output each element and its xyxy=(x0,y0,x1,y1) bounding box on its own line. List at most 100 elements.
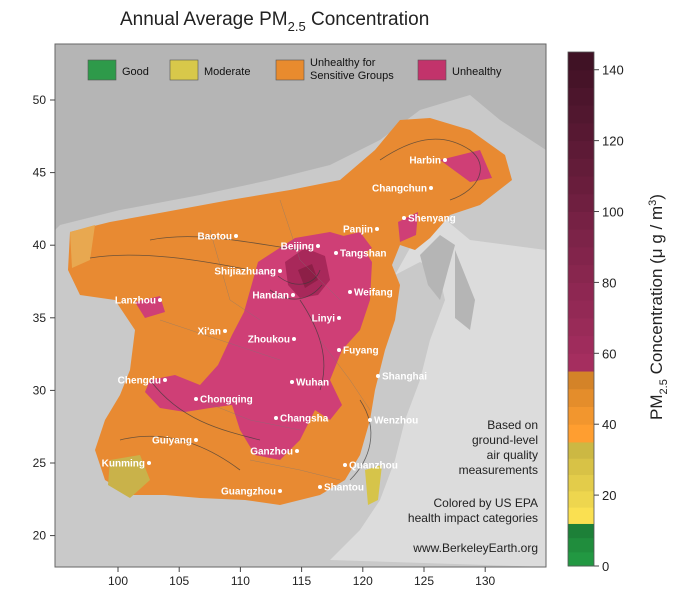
note-colored-by: Colored by US EPA health impact categorie… xyxy=(408,496,538,525)
y-tick-label: 50 xyxy=(33,93,47,107)
legend-label: Unhealthy xyxy=(452,66,502,78)
pm-region-unhealthy-tangshan xyxy=(335,232,372,256)
colorbar-segment xyxy=(568,87,594,106)
city-label: Guangzhou xyxy=(221,487,276,498)
colorbar-tick-label: 40 xyxy=(602,417,616,432)
y-tick-label: 35 xyxy=(33,311,47,325)
x-tick-label: 125 xyxy=(414,574,434,588)
legend-label: Moderate xyxy=(204,66,250,78)
x-tick-label: 100 xyxy=(108,574,128,588)
map-area xyxy=(55,44,546,567)
colorbar-segment xyxy=(568,176,594,195)
colorbar-tick-label: 120 xyxy=(602,134,624,149)
city-label: Shantou xyxy=(324,483,364,494)
colorbar-segment xyxy=(568,371,594,390)
colorbar-segment xyxy=(568,458,594,476)
city-label: Lanzhou xyxy=(115,296,156,307)
colorbar-segment xyxy=(568,282,594,301)
city-label: Chongqing xyxy=(200,395,253,406)
colorbar-segment xyxy=(568,105,594,124)
x-tick-label: 130 xyxy=(475,574,495,588)
x-tick-label: 105 xyxy=(169,574,189,588)
colorbar-segment xyxy=(568,229,594,248)
colorbar-segment xyxy=(568,388,594,407)
colorbar-label: PM2.5 Concentration (μ g / m3) xyxy=(647,194,670,420)
city-label: Shijiazhuang xyxy=(214,267,276,278)
colorbar-segment xyxy=(568,335,594,354)
city-label: Tangshan xyxy=(340,249,386,260)
city-label: Wenzhou xyxy=(374,416,418,427)
city-markers: Harbin Changchun Shenyang Baotou Beijing Panj… xyxy=(102,156,456,498)
colorbar-segment xyxy=(568,507,594,524)
note-source: www.BerkeleyEarth.org xyxy=(412,541,538,555)
city-dot xyxy=(278,489,282,493)
legend-label: Unhealthy for Sensitive Groups xyxy=(310,57,394,82)
x-tick-label: 115 xyxy=(292,574,311,588)
city-label: Xi'an xyxy=(198,327,222,338)
colorbar-segment xyxy=(568,246,594,266)
colorbar xyxy=(567,51,595,567)
city-dot xyxy=(337,348,341,352)
land-region-north xyxy=(55,44,546,230)
city-dot xyxy=(147,461,151,465)
city-label: Shanghai xyxy=(382,372,427,383)
colorbar-segment xyxy=(568,264,594,283)
colorbar-segment xyxy=(568,551,594,567)
colorbar-segment xyxy=(568,406,594,425)
city-dot xyxy=(368,418,372,422)
city-dot xyxy=(223,329,227,333)
note-based-on: Based on ground-level air quality measureme… xyxy=(459,418,538,477)
colorbar-tick-label: 60 xyxy=(602,346,616,361)
legend-swatch xyxy=(169,59,199,81)
colorbar-segment xyxy=(568,537,594,553)
city-label: Handan xyxy=(252,291,289,302)
colorbar-segment xyxy=(568,474,594,492)
city-label: Quanzhou xyxy=(349,461,398,472)
city-label: Zhoukou xyxy=(248,335,290,346)
pm-region-moderate-west xyxy=(70,225,95,268)
city-dot xyxy=(290,380,294,384)
colorbar-segment xyxy=(568,158,594,177)
colorbar-segment xyxy=(568,353,594,372)
city-label: Fuyang xyxy=(343,346,379,357)
category-legend: Good Moderate Unhealthy for Sensitive Group… xyxy=(78,54,528,88)
city-dot xyxy=(316,244,320,248)
y-tick-label: 30 xyxy=(33,383,47,397)
city-dot xyxy=(292,337,296,341)
y-tick-label: 25 xyxy=(33,456,47,470)
legend-swatch xyxy=(417,59,447,81)
y-axis-latitude: 50 45 40 35 30 25 20 xyxy=(33,93,55,543)
map-notes: Based on ground-level air quality measureme… xyxy=(408,418,538,555)
colorbar-segment xyxy=(568,193,594,213)
colorbar-segment xyxy=(568,69,594,88)
city-label: Guiyang xyxy=(152,436,192,447)
city-dot xyxy=(348,290,352,294)
legend-label: Good xyxy=(122,66,149,78)
city-dot xyxy=(234,234,238,238)
colorbar-tick-label: 0 xyxy=(602,559,609,574)
y-tick-label: 40 xyxy=(33,238,47,252)
contour-lines xyxy=(89,138,481,481)
colorbar-segment xyxy=(568,140,594,159)
colorbar-tick-label: 100 xyxy=(602,205,624,220)
city-label: Changsha xyxy=(280,414,329,425)
colorbar-segment xyxy=(568,211,594,230)
pm-region-hotspot-core xyxy=(298,264,318,288)
colorbar-segment xyxy=(568,523,594,539)
city-label: Weifang xyxy=(354,288,393,299)
colorbar-segment xyxy=(568,52,594,71)
city-dot xyxy=(334,251,338,255)
pm-region-unhealthy-harbin xyxy=(440,150,492,182)
pm-region-unhealthy-lanzhou xyxy=(135,296,165,318)
city-dot xyxy=(343,463,347,467)
city-dot xyxy=(291,293,295,297)
city-dot xyxy=(274,416,278,420)
y-tick-label: 45 xyxy=(33,166,47,180)
colorbar-tick-label: 140 xyxy=(602,63,624,78)
pm-region-moderate-southwest xyxy=(108,455,150,498)
map-frame xyxy=(54,43,547,568)
x-axis-longitude: 100 105 110 115 120 125 130 xyxy=(108,567,496,588)
city-dot xyxy=(295,449,299,453)
city-label: Panjin xyxy=(343,225,373,236)
colorbar-frame xyxy=(567,51,595,567)
